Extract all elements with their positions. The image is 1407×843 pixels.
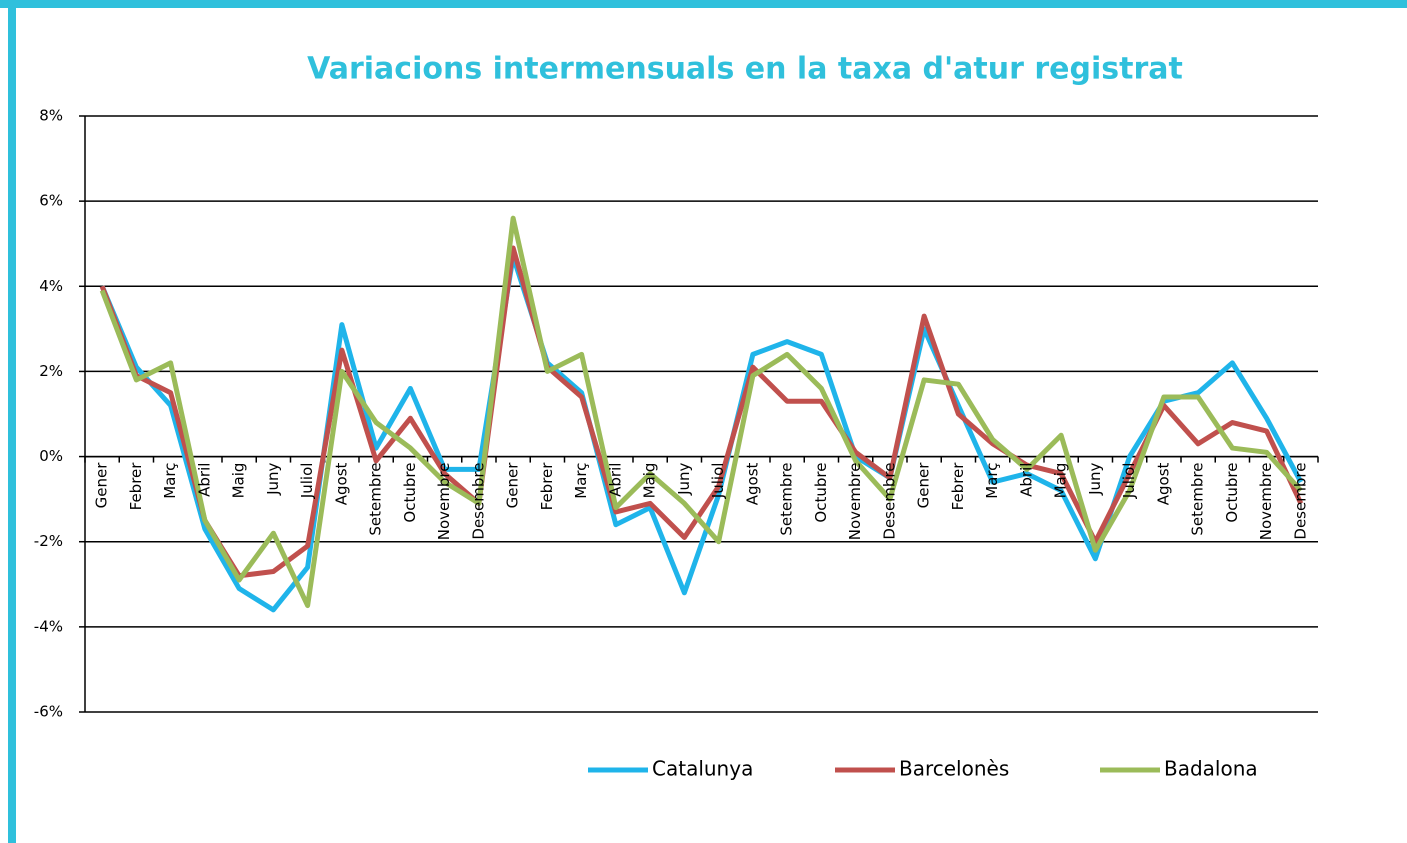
y-tick-label: 6% — [39, 192, 63, 210]
y-tick-label: 2% — [39, 362, 63, 380]
x-tick-label: Juny — [264, 462, 282, 495]
chart-title: Variacions intermensuals en la taxa d'at… — [307, 52, 1183, 87]
y-tick-label: 8% — [39, 107, 63, 125]
x-tick-label: Setembre — [1189, 463, 1207, 536]
x-tick-label: Novembre — [846, 463, 864, 541]
legend-label: Catalunya — [652, 757, 753, 781]
x-tick-label: Juliol — [298, 463, 316, 500]
y-tick-label: 0% — [39, 447, 63, 465]
x-tick-label: Juny — [675, 462, 693, 495]
x-tick-label: Novembre — [1257, 463, 1275, 541]
x-tick-label: Octubre — [812, 463, 830, 523]
y-tick-label: -2% — [34, 532, 63, 550]
x-tick-label: Maig — [1052, 463, 1070, 499]
x-tick-label: Novembre — [435, 463, 453, 541]
left-border — [8, 0, 16, 843]
x-tick-label: Gener — [915, 462, 933, 509]
x-tick-label: Setembre — [367, 463, 385, 536]
x-tick-label: Febrer — [538, 462, 556, 511]
x-tick-label: Agost — [743, 462, 761, 505]
x-tick-label: Juliol — [1120, 463, 1138, 500]
x-tick-label: Abril — [1017, 463, 1035, 497]
y-tick-label: 4% — [39, 277, 63, 295]
y-tick-label: -6% — [34, 703, 63, 721]
x-tick-label: Gener — [93, 462, 111, 509]
x-tick-label: Abril — [606, 463, 624, 497]
x-tick-label: Març — [572, 463, 590, 499]
x-tick-label: Desembre — [880, 463, 898, 540]
x-tick-label: Març — [983, 463, 1001, 499]
x-tick-label: Octubre — [401, 463, 419, 523]
x-tick-label: Juny — [1086, 462, 1104, 495]
x-tick-label: Febrer — [127, 462, 145, 511]
x-tick-label: Maig — [641, 463, 659, 499]
x-tick-label: Octubre — [1223, 463, 1241, 523]
series-line — [99, 245, 1304, 579]
x-tick-label: Desembre — [1291, 463, 1309, 540]
top-border — [0, 0, 1407, 8]
x-tick-label: Abril — [195, 463, 213, 497]
x-tick-label: Agost — [1154, 462, 1172, 505]
legend-label: Barcelonès — [899, 757, 1009, 781]
x-tick-label: Desembre — [469, 463, 487, 540]
legend-label: Badalona — [1164, 757, 1258, 781]
x-tick-label: Agost — [332, 462, 350, 505]
x-tick-label: Juliol — [709, 463, 727, 500]
x-tick-label: Gener — [504, 462, 522, 509]
series-line — [99, 215, 1303, 609]
x-tick-label: Març — [161, 463, 179, 499]
x-tick-label: Maig — [230, 463, 248, 499]
y-tick-label: -4% — [34, 617, 63, 635]
x-tick-label: Setembre — [778, 463, 796, 536]
x-tick-label: Febrer — [949, 462, 967, 511]
